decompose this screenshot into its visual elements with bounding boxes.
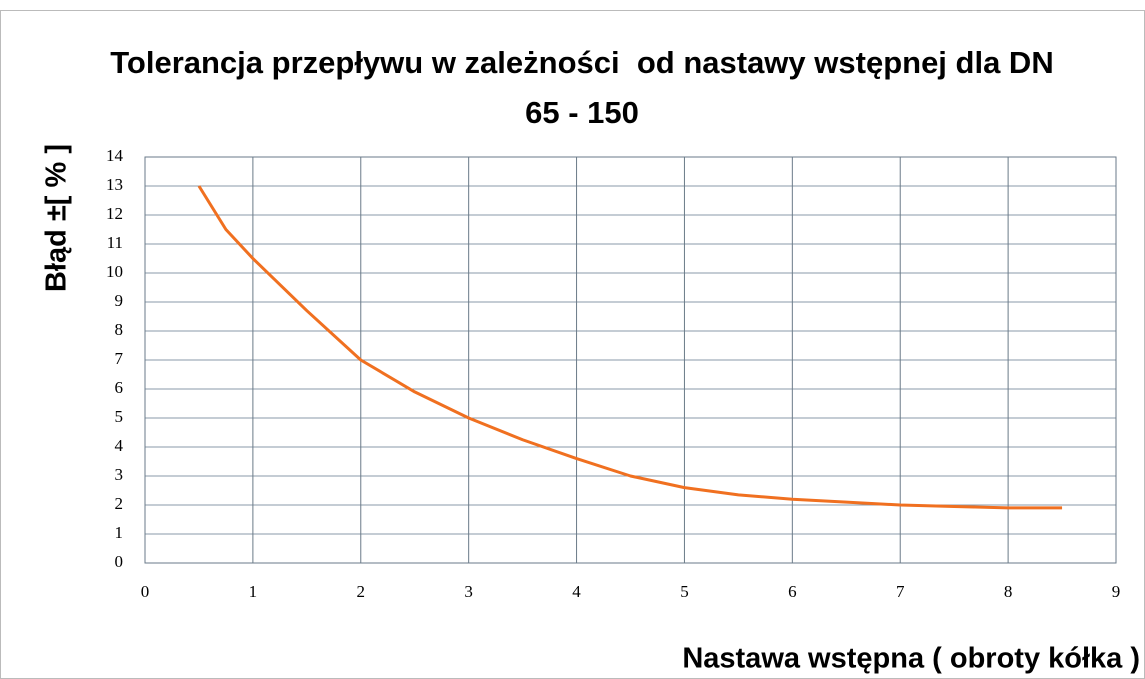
line-series (197, 185, 1063, 510)
x-tick-label: 6 (788, 582, 797, 601)
y-tick-label: 5 (115, 407, 124, 426)
x-tick-label: 2 (357, 582, 366, 601)
y-tick-label: 10 (106, 262, 123, 281)
y-tick-label: 8 (115, 320, 124, 339)
y-axis-label: Błąd ±[ % ] (41, 144, 73, 292)
x-tick-label: 1 (249, 582, 258, 601)
y-tick-label: 13 (106, 175, 123, 194)
x-tick-label: 8 (1004, 582, 1013, 601)
y-tick-label: 11 (107, 233, 123, 252)
x-tick-label: 3 (464, 582, 473, 601)
y-tick-label: 7 (115, 349, 124, 368)
y-tick-label: 1 (115, 523, 124, 542)
x-axis-label: Nastawa wstępna ( obroty kółka ) (682, 643, 1140, 675)
x-tick-label: 0 (141, 582, 150, 601)
y-tick-label: 0 (115, 552, 124, 571)
y-tick-label: 4 (115, 436, 124, 455)
x-tick-label: 9 (1112, 582, 1121, 601)
y-tick-label: 2 (115, 494, 124, 513)
chart-title: Tolerancja przepływu w zależności od nas… (110, 45, 1063, 130)
y-tick-label: 14 (106, 146, 124, 165)
x-tick-label: 7 (896, 582, 905, 601)
y-tick-label: 12 (106, 204, 123, 223)
y-tick-label: 3 (115, 465, 124, 484)
y-tick-label: 6 (115, 378, 124, 397)
x-tick-label: 5 (680, 582, 689, 601)
y-tick-label: 9 (115, 291, 124, 310)
plot-border (144, 156, 1117, 564)
x-tick-label: 4 (572, 582, 581, 601)
